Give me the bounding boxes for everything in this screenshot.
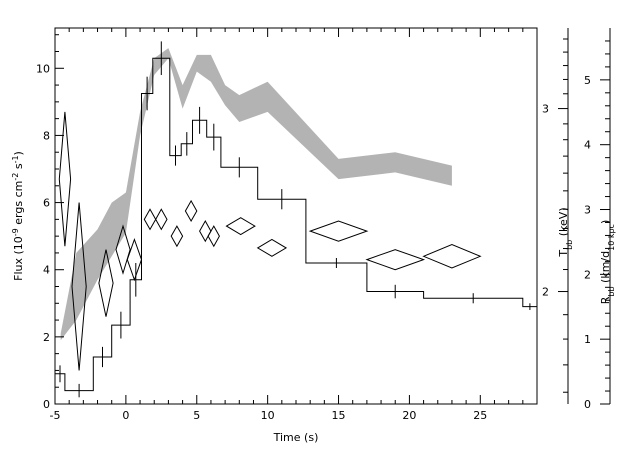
y-axis-label-flux-part: Flux (10: [12, 236, 25, 281]
temperature-diamond: [256, 238, 288, 257]
temperature-diamond: [225, 217, 256, 236]
x-tick-label: 0: [122, 409, 129, 422]
y-axis-label-flux: Flux (10-9 ergs cm-2 s-1): [11, 151, 26, 281]
flux-histogram-layer: [55, 41, 537, 398]
y-axis-label-radius-sub: bb: [607, 286, 616, 296]
y-axis-label-radius-part: ): [599, 220, 612, 224]
radius-tick-label: 2: [584, 268, 591, 281]
y-axis-label-radius: Rbb (km/d10 kpc): [599, 220, 616, 305]
temperature-tick-label: 2: [542, 286, 549, 299]
y-axis-label-flux-part: s: [12, 163, 25, 172]
y-axis-label-flux-exp: -1: [11, 155, 20, 163]
temperature-diamond: [98, 249, 114, 317]
y-tick-label: 2: [43, 331, 50, 344]
radius-tick-label: 5: [584, 74, 591, 87]
temperature-diamond: [422, 243, 482, 269]
y-axis-label-flux-exp: -9: [11, 228, 20, 236]
x-tick-label: -5: [50, 409, 61, 422]
y-axis-label-temperature-sub: bb: [565, 240, 574, 250]
y-axis-label-flux-exp: -2: [11, 173, 20, 181]
temperature-tick-label: 3: [542, 103, 549, 116]
x-tick-label: 20: [402, 409, 416, 422]
tick-layer: [54, 28, 610, 405]
temperature-diamond: [58, 111, 72, 247]
radius-band: [60, 48, 452, 341]
y-tick-label: 0: [43, 398, 50, 411]
y-axis-label-temperature: Tbb (keV): [557, 207, 574, 257]
x-tick-label: 25: [473, 409, 487, 422]
temperature-diamond: [71, 202, 87, 371]
temperature-diamond: [170, 225, 184, 248]
temperature-diamond: [365, 249, 426, 271]
radius-tick-label: 0: [584, 398, 591, 411]
y-axis-label-flux-part: ergs cm: [12, 181, 25, 229]
x-tick-label: 5: [193, 409, 200, 422]
y-axis-label-flux-part: ): [12, 151, 25, 155]
flux-histogram-line: [55, 57, 537, 392]
radius-tick-label: 4: [584, 139, 591, 152]
temperature-diamond: [143, 208, 157, 231]
y-axis-label-radius-sub: 10 kpc: [607, 224, 616, 251]
temperature-diamond: [155, 208, 168, 231]
temperature-diamond-layer: [58, 111, 482, 371]
radius-tick-label: 1: [584, 333, 591, 346]
radius-band-layer: [60, 48, 452, 341]
x-tick-label: 15: [332, 409, 346, 422]
temperature-diamond: [207, 225, 220, 248]
x-tick-label: 10: [261, 409, 275, 422]
y-tick-label: 4: [43, 264, 50, 277]
y-axis-label-temperature-part: (keV): [557, 207, 570, 239]
y-axis-label-radius-part: (km/d: [599, 251, 612, 287]
y-tick-label: 6: [43, 197, 50, 210]
y-tick-label: 8: [43, 129, 50, 142]
x-axis-label: Time (s): [273, 431, 319, 444]
axes-layer: [54, 27, 611, 405]
temperature-diamond: [184, 199, 198, 223]
y-tick-label: 10: [36, 62, 50, 75]
temperature-diamond: [115, 224, 131, 275]
temperature-diamond: [308, 220, 369, 242]
y-axis-label-temperature-part: T: [557, 250, 570, 258]
radius-tick-label: 3: [584, 204, 591, 217]
temperature-diamond: [126, 237, 143, 282]
y-axis-label-radius-part: R: [599, 296, 612, 304]
